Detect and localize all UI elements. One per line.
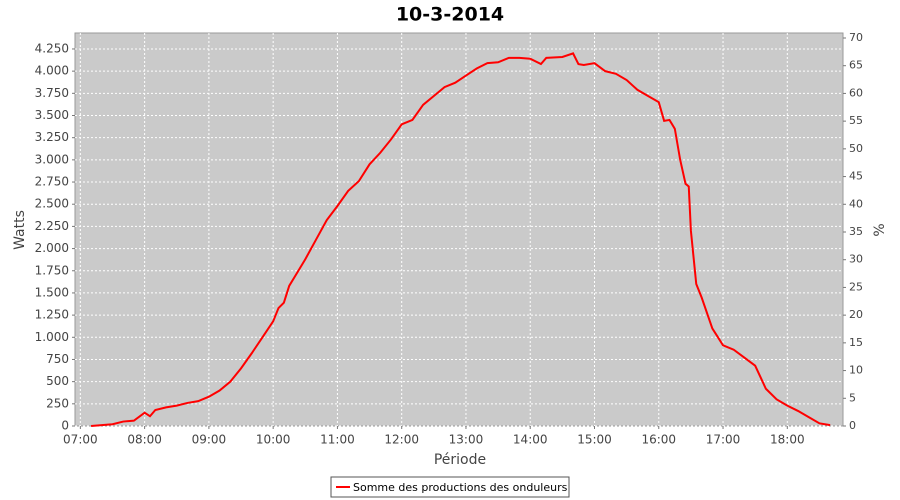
- y-axis-label: Watts: [12, 210, 28, 250]
- y2-tick-label: 15: [849, 336, 863, 349]
- y2-tick-label: 20: [849, 308, 863, 321]
- x-tick-label: 12:00: [384, 433, 419, 447]
- y-tick-label: 4.000: [35, 64, 69, 78]
- y2-tick-label: 55: [849, 114, 863, 127]
- y2-tick-label: 45: [849, 170, 863, 183]
- x-tick-label: 10:00: [256, 433, 291, 447]
- y-tick-label: 0: [61, 419, 69, 433]
- x-tick-label: 17:00: [706, 433, 741, 447]
- y-tick-label: 1.750: [35, 263, 69, 277]
- y2-tick-label: 0: [849, 419, 856, 432]
- y2-tick-label: 60: [849, 86, 863, 99]
- x-tick-label: 11:00: [320, 433, 355, 447]
- chart-title: 10-3-2014: [396, 4, 504, 26]
- y-tick-label: 3.000: [35, 152, 69, 166]
- x-tick-label: 07:00: [63, 433, 98, 447]
- x-tick-label: 18:00: [770, 433, 805, 447]
- y-tick-label: 3.250: [35, 130, 69, 144]
- y2-tick-label: 50: [849, 142, 863, 155]
- y-tick-label: 1.500: [35, 285, 69, 299]
- legend-label: Somme des productions des onduleurs: [353, 481, 568, 494]
- y2-tick-label: 5: [849, 391, 856, 404]
- y2-tick-label: 40: [849, 197, 863, 210]
- y-tick-label: 1.000: [35, 330, 69, 344]
- x-tick-label: 16:00: [641, 433, 676, 447]
- y-tick-label: 2.500: [35, 197, 69, 211]
- y-tick-label: 1.250: [35, 308, 69, 322]
- y-tick-label: 2.000: [35, 241, 69, 255]
- y2-tick-label: 70: [849, 31, 863, 44]
- y2-tick-label: 65: [849, 59, 863, 72]
- x-tick-label: 09:00: [192, 433, 227, 447]
- series-line: [90, 52, 831, 427]
- x-tick-label: 14:00: [513, 433, 548, 447]
- y-tick-label: 4.250: [35, 41, 69, 55]
- y2-tick-label: 25: [849, 280, 863, 293]
- y2-tick-label: 35: [849, 225, 863, 238]
- y-tick-label: 250: [46, 396, 69, 410]
- legend-box: [330, 476, 570, 498]
- plot-area: [74, 32, 844, 427]
- y2-tick-label: 30: [849, 253, 863, 266]
- y-tick-label: 750: [46, 352, 69, 366]
- x-tick-label: 15:00: [577, 433, 612, 447]
- y-tick-label: 2.750: [35, 175, 69, 189]
- y-tick-label: 3.750: [35, 86, 69, 100]
- y-tick-label: 500: [46, 374, 69, 388]
- y-tick-label: 3.500: [35, 108, 69, 122]
- y2-tick-label: 10: [849, 364, 863, 377]
- x-axis-label: Période: [434, 452, 486, 468]
- y2-axis-label: %: [872, 223, 888, 236]
- y-tick-label: 2.250: [35, 219, 69, 233]
- x-tick-label: 13:00: [449, 433, 484, 447]
- x-tick-label: 08:00: [127, 433, 162, 447]
